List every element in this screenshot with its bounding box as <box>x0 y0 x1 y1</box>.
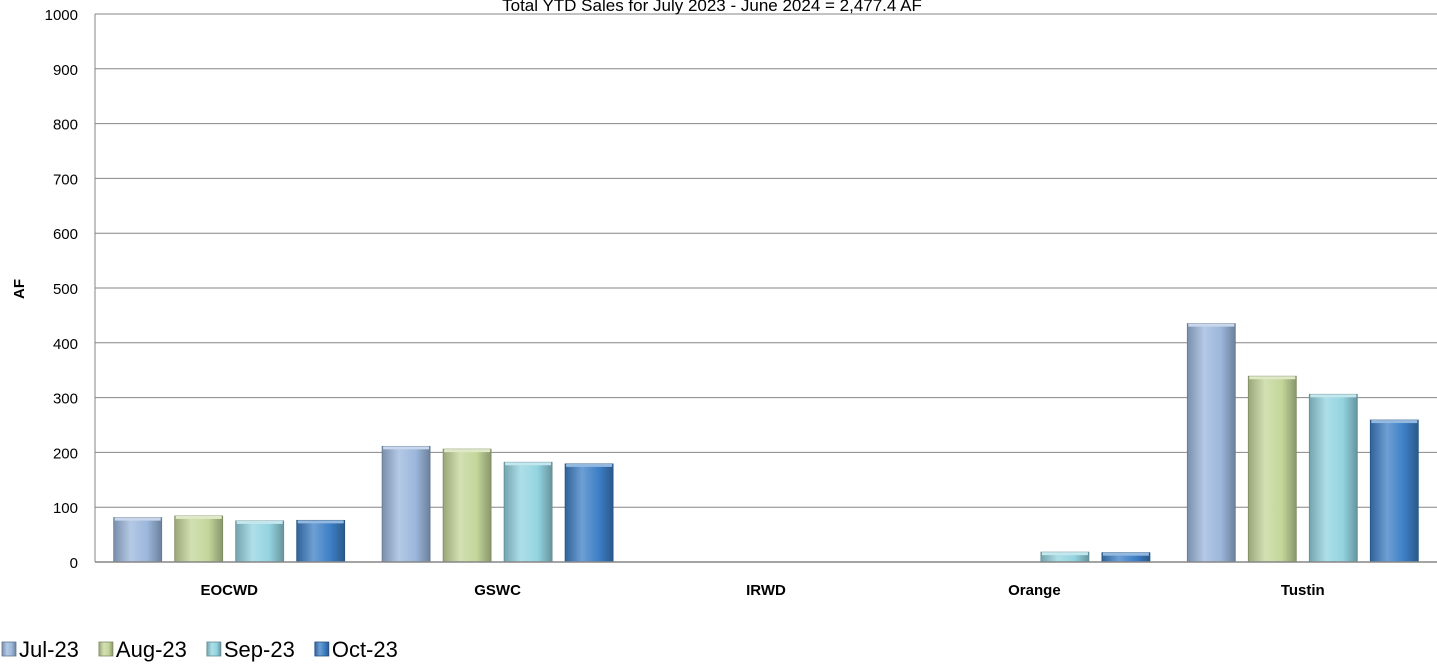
y-tick-label: 300 <box>53 391 78 408</box>
bar-aug-23-eocwd <box>174 515 224 563</box>
y-tick-label: 600 <box>53 226 78 243</box>
legend: Jul-23 Aug-23 Sep-23 Oct-23 <box>1 637 398 662</box>
bar-top-highlight <box>175 515 222 519</box>
y-tick-label: 200 <box>53 445 78 462</box>
gridlines <box>95 13 1437 508</box>
bar-oct-23-gswc <box>564 463 614 563</box>
legend-swatch-jul-23 <box>1 641 17 657</box>
x-tick-label: Orange <box>1008 582 1061 599</box>
bar-sep-23-eocwd <box>235 520 285 563</box>
bar-top-highlight <box>383 446 430 450</box>
bar-top-highlight <box>566 463 613 467</box>
legend-swatch-sep-23 <box>206 641 222 657</box>
bar-top-highlight <box>297 520 344 524</box>
y-tick-label: 500 <box>53 281 78 298</box>
bar-top-highlight <box>114 517 161 521</box>
bar-top-highlight <box>1188 323 1235 327</box>
legend-label: Aug-23 <box>116 637 187 662</box>
bars <box>113 323 1419 563</box>
bar-sep-23-tustin <box>1308 393 1358 563</box>
y-axis-ticks: 0 100 200 300 400 500 600 700 800 900 1000 <box>45 7 78 572</box>
bar-oct-23-eocwd <box>296 519 346 563</box>
bar-oct-23-tustin <box>1369 419 1419 563</box>
chart-title: Total YTD Sales for July 2023 - June 202… <box>502 0 922 15</box>
x-tick-label: Tustin <box>1281 582 1325 599</box>
legend-swatch-aug-23 <box>98 641 114 657</box>
x-axis-ticks: EOCWD GSWC IRWD Orange Tustin <box>200 582 1324 599</box>
bar-jul-23-eocwd <box>113 517 163 563</box>
y-axis-label: AF <box>11 279 28 299</box>
bar-top-highlight <box>1310 394 1357 398</box>
legend-swatch-oct-23 <box>314 641 330 657</box>
y-tick-label: 700 <box>53 171 78 188</box>
bar-top-highlight <box>236 520 283 524</box>
legend-label: Oct-23 <box>332 637 398 662</box>
bar-sep-23-gswc <box>503 461 553 563</box>
bar-top-highlight <box>1041 552 1088 556</box>
bar-jul-23-tustin <box>1186 323 1236 563</box>
x-tick-label: IRWD <box>746 582 786 599</box>
bar-aug-23-gswc <box>442 448 492 563</box>
legend-label: Jul-23 <box>19 637 79 662</box>
y-tick-label: 100 <box>53 500 78 517</box>
bar-top-highlight <box>505 462 552 466</box>
bar-top-highlight <box>1371 420 1418 424</box>
y-tick-label: 900 <box>53 62 78 79</box>
bar-aug-23-tustin <box>1247 375 1297 563</box>
x-tick-label: EOCWD <box>200 582 258 599</box>
y-tick-label: 0 <box>70 555 78 572</box>
y-tick-label: 1000 <box>45 7 78 24</box>
x-tick-label: GSWC <box>474 582 521 599</box>
bar-top-highlight <box>444 449 491 453</box>
bar-jul-23-gswc <box>381 445 431 563</box>
legend-label: Sep-23 <box>224 637 295 662</box>
bar-top-highlight <box>1249 376 1296 380</box>
y-tick-label: 800 <box>53 117 78 134</box>
bar-top-highlight <box>1102 552 1149 556</box>
y-tick-label: 400 <box>53 336 78 353</box>
